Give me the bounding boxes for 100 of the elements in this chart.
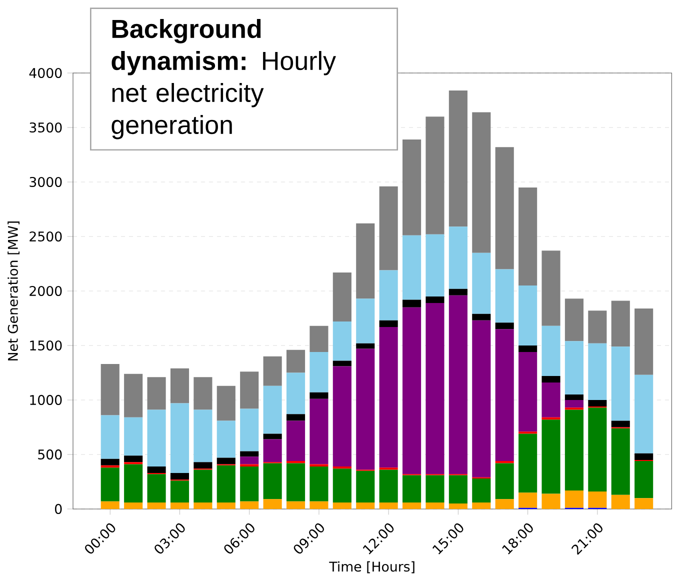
bar bbox=[286, 502, 306, 510]
bar bbox=[634, 375, 654, 454]
bar bbox=[611, 420, 630, 428]
bar bbox=[356, 224, 375, 299]
bar bbox=[240, 372, 259, 409]
bar bbox=[518, 346, 538, 352]
bar bbox=[495, 322, 514, 330]
bar bbox=[402, 308, 422, 474]
bar bbox=[100, 459, 120, 466]
bar bbox=[379, 470, 398, 503]
bar bbox=[286, 350, 306, 373]
bar bbox=[100, 364, 120, 416]
bar bbox=[542, 376, 560, 383]
bar bbox=[542, 326, 560, 376]
bar bbox=[356, 348, 375, 470]
bar bbox=[147, 410, 166, 467]
bar bbox=[332, 322, 352, 361]
bar bbox=[611, 300, 630, 347]
bar bbox=[518, 188, 538, 286]
y-tick-label: 1500 bbox=[30, 340, 62, 351]
bar bbox=[472, 253, 491, 314]
bar bbox=[286, 372, 306, 414]
bar bbox=[542, 494, 560, 510]
bar bbox=[194, 410, 212, 462]
bar bbox=[124, 374, 143, 418]
bar bbox=[356, 502, 375, 510]
bar bbox=[240, 451, 259, 457]
bar bbox=[588, 310, 607, 344]
bar bbox=[634, 461, 654, 498]
bar bbox=[147, 377, 166, 410]
bar bbox=[426, 116, 444, 234]
bar bbox=[495, 329, 514, 462]
bar bbox=[379, 327, 398, 468]
bar bbox=[356, 298, 375, 344]
bar bbox=[564, 341, 584, 395]
bar bbox=[124, 418, 143, 456]
bar bbox=[100, 415, 120, 460]
bar bbox=[170, 473, 190, 480]
bar bbox=[611, 346, 630, 421]
bar bbox=[588, 408, 607, 492]
bar bbox=[310, 392, 328, 400]
bar bbox=[518, 492, 538, 508]
bar bbox=[263, 463, 282, 500]
bar bbox=[564, 298, 584, 342]
bar bbox=[147, 502, 166, 510]
y-tick-label: 0 bbox=[55, 504, 62, 514]
bar bbox=[564, 394, 584, 400]
bar bbox=[240, 464, 259, 467]
bar bbox=[170, 502, 190, 510]
bar bbox=[100, 468, 120, 502]
bar bbox=[124, 456, 143, 462]
bar bbox=[495, 269, 514, 323]
bar bbox=[448, 90, 468, 227]
bar bbox=[472, 314, 491, 321]
bar bbox=[124, 502, 143, 510]
bar bbox=[310, 502, 328, 510]
bar bbox=[263, 439, 282, 462]
bar bbox=[379, 320, 398, 328]
x-axis-title: Time [Hours] bbox=[329, 561, 414, 574]
bar bbox=[495, 499, 514, 510]
bar bbox=[194, 470, 212, 503]
bar bbox=[286, 420, 306, 462]
bar bbox=[240, 408, 259, 452]
bar bbox=[194, 502, 212, 510]
bar bbox=[402, 140, 422, 236]
bar bbox=[518, 286, 538, 346]
chart-title: Background dynamism: Hourly net electricity generation bbox=[112, 19, 336, 140]
bar bbox=[356, 471, 375, 503]
bar bbox=[147, 466, 166, 474]
bar bbox=[634, 498, 654, 510]
bar bbox=[611, 428, 630, 495]
bar bbox=[170, 403, 190, 474]
y-tick-label: 1000 bbox=[30, 395, 62, 406]
bar bbox=[379, 186, 398, 270]
bar bbox=[448, 504, 468, 510]
bar bbox=[310, 466, 328, 502]
bar bbox=[426, 303, 444, 474]
bar bbox=[426, 296, 444, 304]
bar bbox=[310, 352, 328, 393]
bar bbox=[286, 463, 306, 502]
bar bbox=[310, 399, 328, 464]
bar bbox=[542, 382, 560, 418]
bar bbox=[332, 360, 352, 366]
bar bbox=[310, 326, 328, 352]
bar bbox=[448, 296, 468, 474]
bar bbox=[194, 462, 212, 469]
bar bbox=[263, 386, 282, 434]
y-tick-label: 4000 bbox=[29, 68, 62, 78]
bar bbox=[542, 420, 560, 494]
bar bbox=[216, 466, 236, 503]
bar bbox=[263, 499, 282, 510]
bar bbox=[564, 400, 584, 408]
bar bbox=[310, 464, 328, 467]
bar bbox=[518, 434, 538, 493]
bar bbox=[379, 502, 398, 510]
bar bbox=[448, 288, 468, 296]
bar bbox=[170, 368, 190, 404]
bar bbox=[332, 502, 352, 510]
y-tick-label: 2500 bbox=[30, 232, 62, 242]
bar bbox=[564, 490, 584, 508]
